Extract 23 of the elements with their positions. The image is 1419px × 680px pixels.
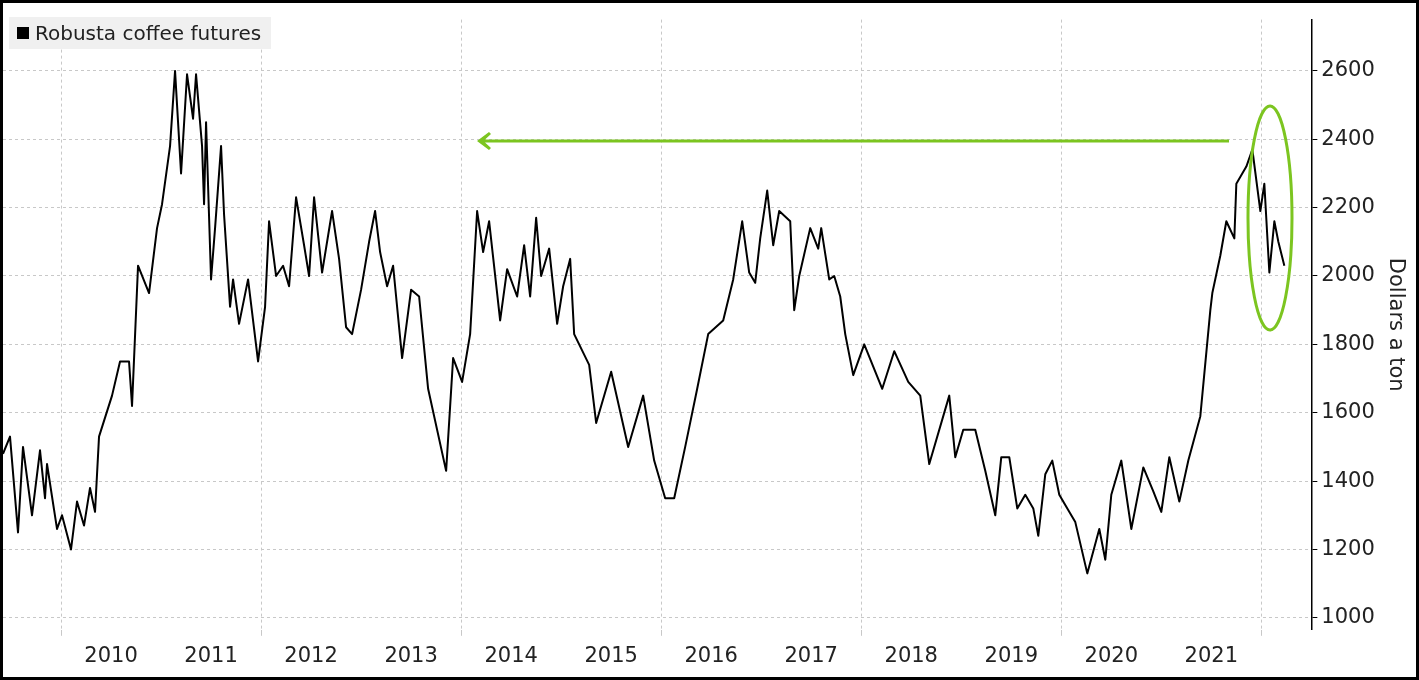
y-tick-label: 1400 [1321, 467, 1375, 492]
y-tick-label: 2600 [1321, 57, 1375, 82]
y-tick-label: 2000 [1321, 262, 1375, 287]
x-tick-label: 2015 [584, 642, 638, 667]
y-tick-label: 2200 [1321, 194, 1375, 219]
x-tick-label: 2019 [984, 642, 1038, 667]
x-tick-label: 2021 [1184, 642, 1239, 667]
y-tick-label: 1200 [1321, 535, 1375, 560]
x-tick-label: 2016 [684, 642, 738, 667]
y-tick-label: 2400 [1321, 125, 1375, 150]
x-tick-label: 2014 [484, 642, 538, 667]
y-tick-label: 1000 [1321, 604, 1375, 629]
x-tick-label: 2017 [784, 642, 838, 667]
x-tick-label: 2011 [184, 642, 238, 667]
x-tick-label: 2018 [884, 642, 938, 667]
y-axis-title: Dollars a ton [1384, 257, 1409, 392]
y-tick-label: 1800 [1321, 330, 1375, 355]
x-tick-label: 2013 [384, 642, 438, 667]
x-tick-label: 2010 [84, 642, 138, 667]
x-tick-label: 2012 [284, 642, 338, 667]
y-tick-label: 1600 [1321, 399, 1375, 424]
legend-label: Robusta coffee futures [35, 21, 262, 45]
x-tick-label: 2020 [1084, 642, 1139, 667]
